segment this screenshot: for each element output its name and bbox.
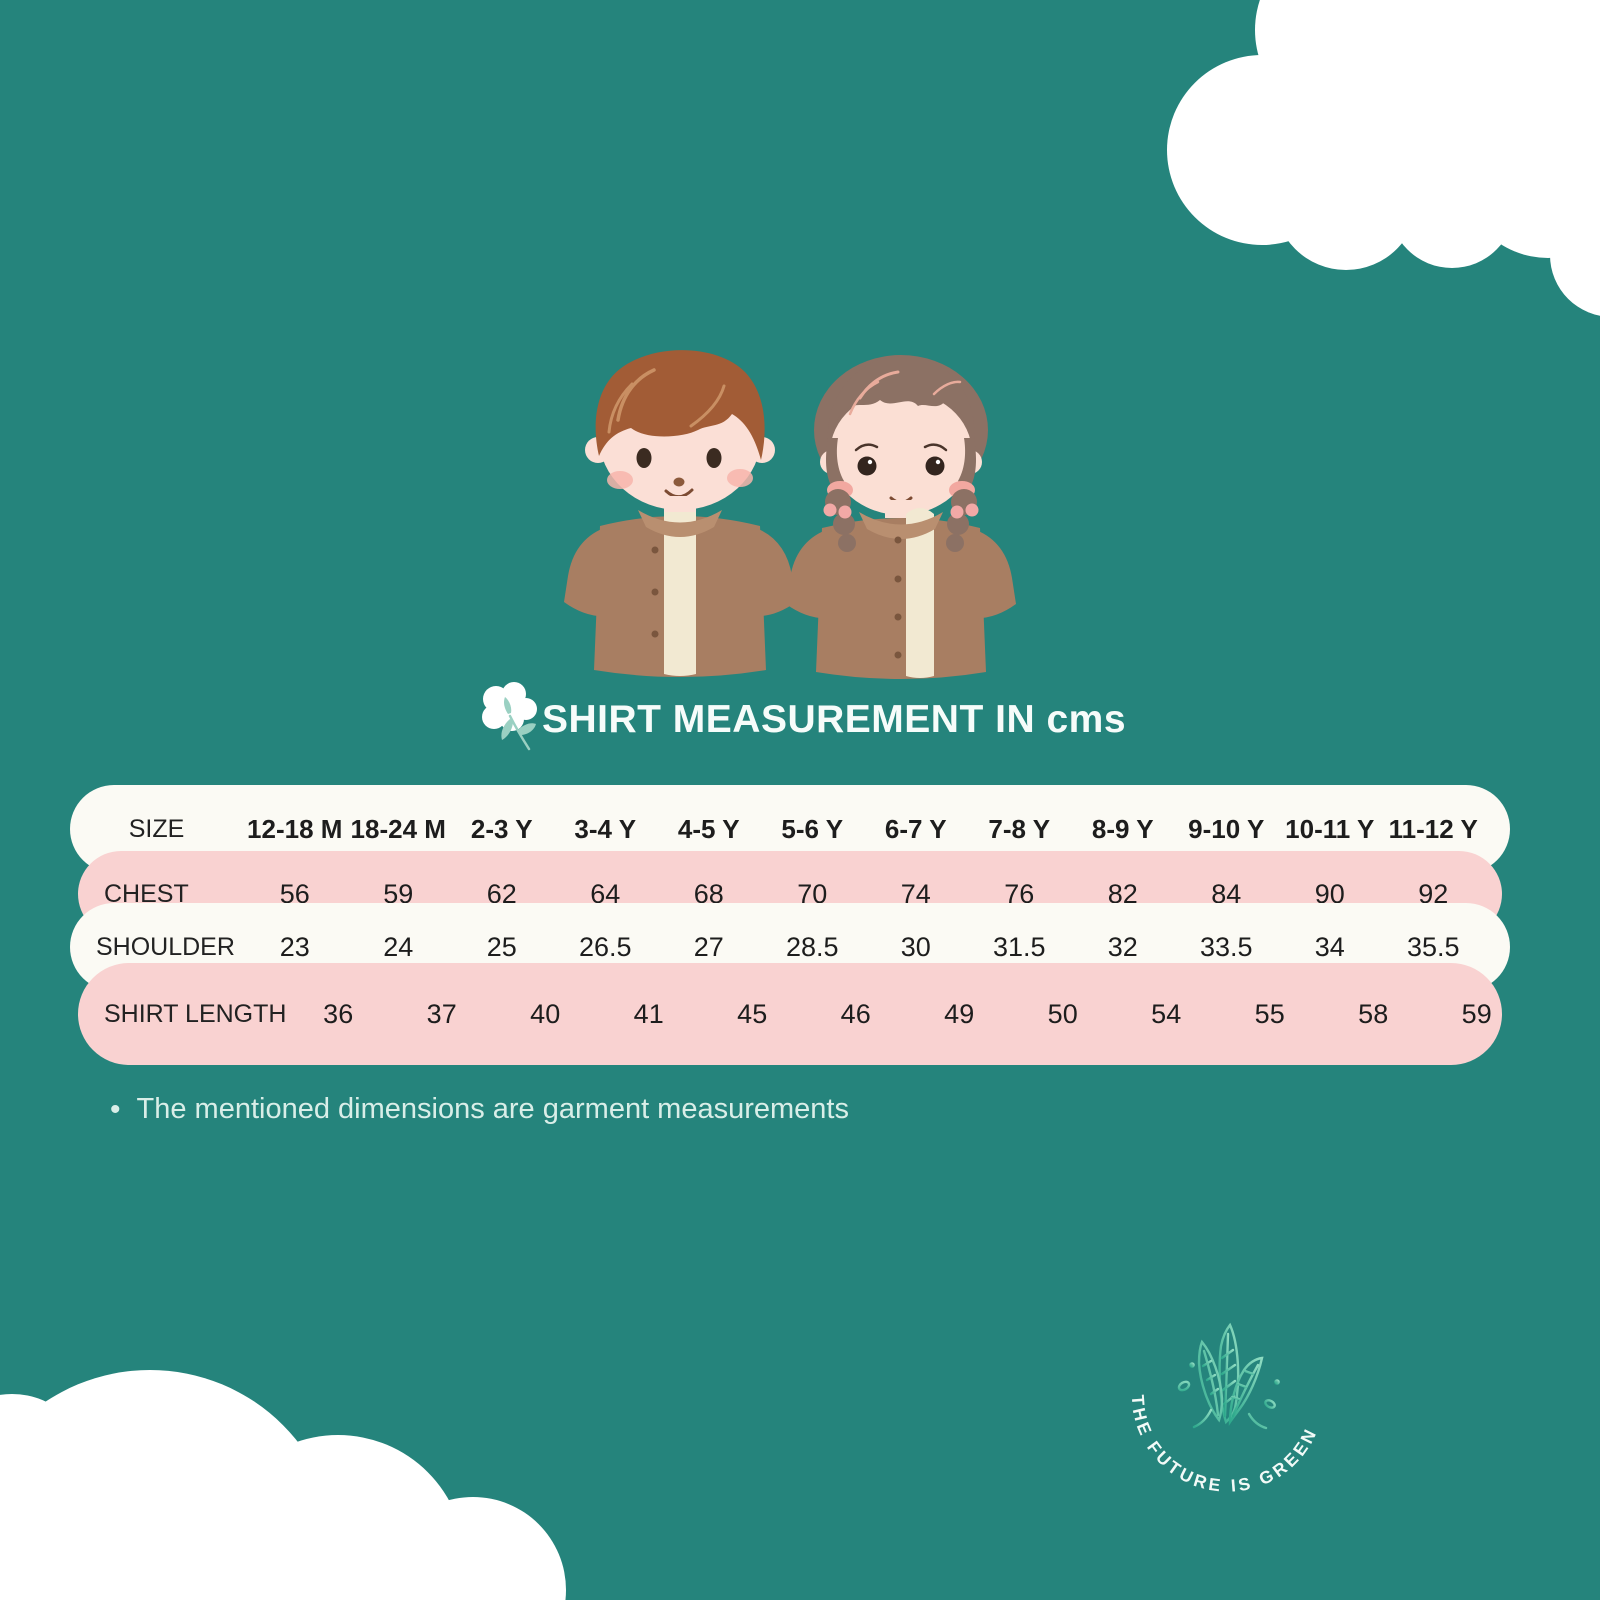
row-label: SHIRT LENGTH [104, 999, 287, 1028]
value-cell: 90 [1314, 878, 1345, 909]
page-title: SHIRT MEASUREMENT IN cms [541, 698, 1127, 741]
value-cell: 84 [1211, 878, 1242, 909]
table-row: SHIRT LENGTH 36 37 40 41 45 46 49 50 54 55 58 59 [78, 963, 1502, 1065]
value-cell: 24 [383, 931, 414, 962]
column-header-cell: 11-12 Y [1388, 813, 1478, 844]
row-label: CHEST [104, 879, 189, 908]
column-header-cell: 6-7 Y [884, 813, 947, 844]
column-header-cell: 7-8 Y [988, 813, 1051, 844]
value-cell: 45 [737, 998, 768, 1029]
value-cell: 26.5 [578, 931, 632, 962]
header: SHIRT MEASUREMENT IN cms [0, 678, 1600, 762]
girl-illustration [786, 355, 1016, 679]
value-cell: 76 [1004, 878, 1035, 909]
value-cell: 27 [693, 931, 724, 962]
leaves-icon [1177, 1322, 1280, 1430]
value-cell: 74 [900, 878, 931, 909]
brand-logo: THE FUTURE IS GREEN [1128, 1322, 1318, 1496]
value-cell: 59 [1461, 998, 1492, 1029]
boy-illustration [564, 350, 796, 677]
value-cell: 33.5 [1199, 931, 1253, 962]
value-cell: 36 [323, 998, 354, 1029]
value-cell: 46 [840, 998, 871, 1029]
column-header-cell: 5-6 Y [781, 813, 844, 844]
note: • The mentioned dimensions are garment m… [110, 1093, 849, 1126]
value-cell: 49 [944, 998, 975, 1029]
value-cell: 68 [693, 878, 724, 909]
table-row: SHOULDER 23 24 25 26.5 27 28.5 30 31.5 32 33.5 34 35… [70, 903, 1510, 991]
value-cell: 82 [1107, 878, 1138, 909]
value-cell: 25 [486, 931, 517, 962]
note-bullet: • [110, 1092, 121, 1126]
value-cell: 30 [900, 931, 931, 962]
value-cell: 35.5 [1406, 931, 1460, 962]
column-header-cell: 10-11 Y [1285, 813, 1375, 844]
value-cell: 23 [279, 931, 310, 962]
value-cell: 59 [383, 878, 414, 909]
value-cell: 92 [1418, 878, 1449, 909]
column-header-cell: 9-10 Y [1188, 813, 1265, 844]
note-text: The mentioned dimensions are garment mea… [136, 1093, 849, 1125]
value-cell: 55 [1254, 998, 1285, 1029]
column-header-cell: 2-3 Y [470, 813, 533, 844]
table-row: SIZE 12-18 M 18-24 M 2-3 Y 3-4 Y 4-5 Y 5-6 Y 6-… [70, 785, 1510, 873]
cloud-fill [1350, 0, 1600, 160]
row-label: SHOULDER [96, 932, 235, 961]
row-label: SIZE [128, 814, 185, 843]
cotton-flower-icon [481, 682, 537, 751]
value-cell: 62 [486, 878, 517, 909]
value-cell: 37 [426, 998, 457, 1029]
column-header-cell: 12-18 M [247, 813, 343, 844]
value-cell: 54 [1151, 998, 1182, 1029]
value-cell: 34 [1314, 931, 1345, 962]
value-cell: 56 [279, 878, 310, 909]
value-cell: 70 [797, 878, 828, 909]
cloud-fill [0, 1560, 480, 1600]
girl-braids [823, 489, 979, 552]
value-cell: 40 [530, 998, 561, 1029]
value-cell: 64 [590, 878, 621, 909]
table-row: CHEST 56 59 62 64 68 70 74 76 82 84 90 92 [78, 851, 1502, 937]
value-cell: 58 [1358, 998, 1389, 1029]
column-header-cell: 8-9 Y [1091, 813, 1154, 844]
column-header-cell: 3-4 Y [574, 813, 637, 844]
column-header-cell: 4-5 Y [677, 813, 740, 844]
kids-illustration [564, 350, 1016, 679]
value-cell: 41 [633, 998, 664, 1029]
value-cell: 50 [1047, 998, 1078, 1029]
value-cell: 31.5 [992, 931, 1046, 962]
value-cell: 28.5 [785, 931, 839, 962]
value-cell: 32 [1107, 931, 1138, 962]
column-header-cell: 18-24 M [350, 813, 446, 844]
